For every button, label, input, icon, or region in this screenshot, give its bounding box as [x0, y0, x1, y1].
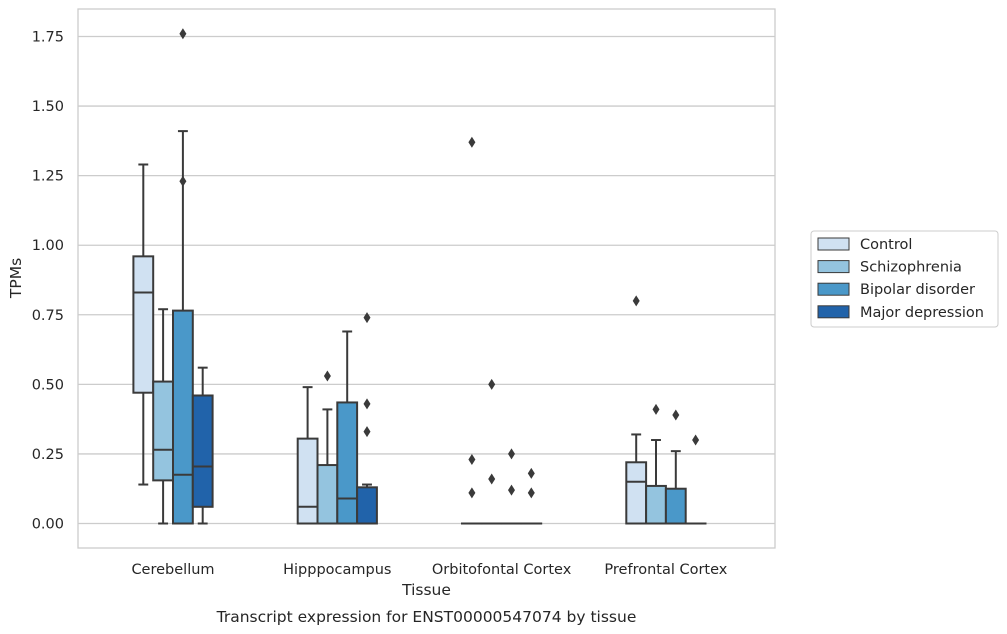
legend-swatch — [817, 260, 850, 274]
outlier-point — [468, 136, 476, 148]
box-bipolar-disorder — [336, 330, 359, 525]
outlier-point — [179, 175, 187, 187]
iqr-box — [336, 401, 359, 525]
outlier-point — [323, 370, 331, 382]
y-tick-label: 0.00 — [32, 517, 64, 533]
y-tick-label: 1.50 — [32, 99, 64, 115]
iqr-box — [296, 437, 319, 525]
outlier-point — [527, 467, 535, 479]
y-tick-label: 1.00 — [32, 238, 64, 254]
outlier-point — [488, 473, 496, 485]
outlier-point — [179, 28, 187, 40]
iqr-box — [625, 461, 648, 525]
box-schizophrenia — [152, 308, 174, 525]
y-tick-label: 0.75 — [32, 308, 64, 324]
box-major-depression — [684, 434, 707, 525]
y-tick-labels: 0.00 0.25 0.50 0.75 1.00 1.25 1.50 1.75 — [32, 30, 64, 533]
outlier-point — [363, 398, 371, 410]
box-control — [461, 136, 483, 525]
plot-frame — [77, 8, 776, 549]
outlier-point — [508, 448, 515, 460]
box-bipolar-disorder — [500, 448, 523, 525]
boxes — [132, 28, 707, 525]
legend-frame — [810, 230, 999, 328]
iqr-box — [172, 309, 194, 525]
x-tick-label: Cerebellum — [131, 562, 214, 578]
box-major-depression — [520, 467, 543, 525]
box-major-depression — [191, 366, 214, 525]
outlier-point — [672, 409, 680, 421]
iqr-box — [152, 380, 174, 482]
box-control — [132, 163, 155, 486]
iqr-box — [191, 394, 214, 508]
x-tick-labels: Cerebellum Hipppocampus Orbitofontal Corte… — [131, 562, 727, 578]
iqr-box — [356, 486, 378, 525]
iqr-box — [645, 484, 667, 525]
box-schizophrenia — [480, 378, 503, 525]
outlier-point — [508, 484, 515, 496]
outlier-point — [488, 378, 496, 390]
y-tick-label: 0.25 — [32, 447, 64, 463]
x-tick-label: Hipppocampus — [283, 562, 391, 578]
legend-swatch — [817, 237, 850, 251]
box-control — [625, 295, 648, 525]
box-bipolar-disorder — [172, 28, 194, 525]
legend: Control Schizophrenia Bipolar disorder Majo… — [810, 230, 999, 328]
legend-label: Schizophrenia — [860, 260, 962, 276]
y-tick-label: 1.25 — [32, 169, 64, 185]
box-major-depression — [356, 312, 378, 525]
legend-swatch — [817, 282, 850, 296]
x-axis-title: Tissue — [401, 581, 451, 599]
outlier-point — [363, 426, 371, 438]
x-tick-label: Prefrontal Cortex — [604, 562, 727, 578]
y-axis-title: TPMs — [7, 258, 25, 299]
box-bipolar-disorder — [664, 409, 687, 525]
chart-caption: Transcript expression for ENST0000054707… — [216, 608, 637, 626]
outlier-point — [692, 434, 700, 446]
outlier-point — [468, 487, 476, 499]
outlier-point — [468, 453, 476, 465]
x-tick-label: Orbitofontal Cortex — [432, 562, 572, 578]
y-tick-label: 0.50 — [32, 377, 64, 393]
legend-swatch — [817, 305, 850, 319]
legend-label: Control — [860, 237, 912, 253]
outlier-point — [632, 295, 640, 307]
y-tick-label: 1.75 — [32, 30, 64, 46]
box-control — [296, 386, 319, 525]
outlier-point — [527, 487, 535, 499]
iqr-box — [132, 255, 155, 394]
outlier-point — [652, 403, 660, 415]
iqr-box — [664, 487, 687, 525]
iqr-box — [316, 464, 339, 525]
box-schizophrenia — [316, 370, 339, 525]
outlier-point — [363, 312, 371, 324]
legend-label: Major depression — [860, 305, 984, 321]
box-schizophrenia — [645, 403, 667, 525]
legend-label: Bipolar disorder — [860, 282, 975, 298]
